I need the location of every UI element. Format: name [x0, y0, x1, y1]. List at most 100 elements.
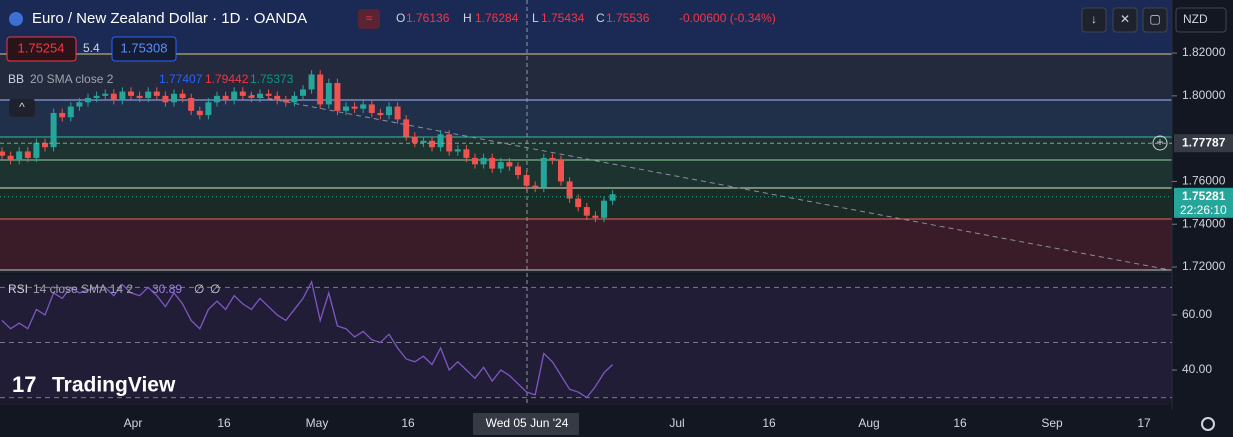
sell-box[interactable] [6, 36, 77, 62]
candle [429, 140, 435, 148]
x-tick-label: 16 [401, 416, 415, 430]
ohlc-key: H [463, 11, 472, 25]
candle [179, 93, 186, 98]
candle [33, 142, 40, 158]
x-tick-label: Sep [1041, 416, 1063, 430]
bb-lower: 1.75373 [250, 72, 294, 86]
price-label-text: 1.77787 [1182, 135, 1226, 149]
ohlc-value: 1.76284 [475, 11, 519, 25]
x-tick-label: May [306, 416, 329, 430]
button[interactable] [1081, 7, 1107, 33]
zone [0, 137, 1172, 188]
indicator-params: 20 SMA close 2 [30, 72, 114, 86]
candle [248, 95, 255, 98]
axis-bg [0, 410, 1172, 437]
candle [403, 119, 410, 137]
candle [93, 95, 100, 98]
candle [257, 93, 263, 98]
y-tick-label: 1.82000 [1182, 45, 1226, 59]
rsi-tick-label: 40.00 [1182, 362, 1212, 376]
zone [0, 219, 1172, 270]
candle [222, 95, 229, 101]
x-tick-label: 16 [217, 416, 231, 430]
button-icon: ✕ [1120, 12, 1130, 26]
candle [532, 185, 539, 188]
candle [119, 91, 126, 101]
candle [16, 151, 23, 161]
candle [334, 83, 341, 111]
bb-upper: 1.79442 [205, 72, 249, 86]
candle [196, 110, 203, 116]
candle [575, 198, 582, 208]
button[interactable] [1112, 7, 1138, 33]
candle [153, 91, 160, 96]
candle [171, 93, 177, 103]
badge[interactable] [358, 9, 380, 29]
price-label-text: 1.75281 [1182, 189, 1226, 203]
x-tick-label: Apr [124, 416, 143, 430]
settings[interactable] [1201, 417, 1215, 431]
candle [50, 112, 57, 148]
x-tick-label: Wed 05 Jun '24 [486, 416, 569, 430]
x-tick-label: 17 [1137, 416, 1151, 430]
ohlc-value: 1.75536 [606, 11, 650, 25]
x-tick-label: Jul [669, 416, 684, 430]
candle [549, 157, 556, 161]
price-label [1174, 187, 1233, 218]
price-label [1174, 134, 1233, 153]
candle [386, 106, 392, 116]
candle [274, 95, 281, 101]
candle [214, 95, 220, 103]
candle [523, 175, 530, 186]
candle [7, 155, 14, 161]
candle [67, 106, 74, 118]
rsi-tick-label: 60.00 [1182, 307, 1212, 321]
symbol-icon [9, 12, 23, 26]
candle [102, 93, 109, 96]
x-tick-label: Aug [858, 416, 879, 430]
candle [472, 157, 478, 165]
candle [360, 104, 367, 109]
rsi-null: ∅ [194, 282, 204, 296]
candle [76, 102, 83, 107]
candle [300, 89, 306, 96]
candle [85, 97, 91, 103]
buy-box[interactable] [111, 36, 177, 62]
spread: 5.4 [83, 41, 100, 55]
candle [0, 151, 5, 156]
currency-button[interactable] [1175, 7, 1227, 33]
candle [145, 91, 152, 98]
button[interactable] [1142, 7, 1168, 33]
x-tick-label: 16 [762, 416, 776, 430]
candle [506, 162, 513, 167]
y-tick-label: 1.80000 [1182, 88, 1226, 102]
zone [0, 0, 1172, 54]
ohlc-value: 1.75434 [541, 11, 585, 25]
badge-icon: ≈ [366, 11, 373, 25]
bb-basis: 1.77407 [159, 72, 203, 86]
y-tick-label: 1.74000 [1182, 216, 1226, 230]
candle [454, 149, 461, 152]
candle [162, 95, 169, 103]
button-icon: ↓ [1091, 12, 1097, 26]
button-icon: ▢ [1149, 12, 1160, 26]
candle [566, 181, 573, 199]
candle [609, 194, 616, 201]
add-icon: + [1156, 135, 1163, 149]
candle [265, 93, 272, 96]
candle [282, 100, 289, 103]
bid: 1.75254 [18, 40, 65, 55]
candle [377, 112, 384, 116]
candle [420, 140, 427, 143]
candle [308, 74, 315, 90]
collapse-button[interactable] [9, 99, 35, 117]
rsi-line [1, 280, 614, 399]
candle [437, 134, 444, 148]
candle [411, 136, 418, 143]
ohlc-key: L [532, 11, 539, 25]
candle [231, 91, 238, 101]
candle [188, 97, 195, 111]
add-button[interactable] [1152, 135, 1168, 151]
title[interactable]: Euro / New Zealand Dollar · 1D · OANDA [32, 10, 307, 27]
